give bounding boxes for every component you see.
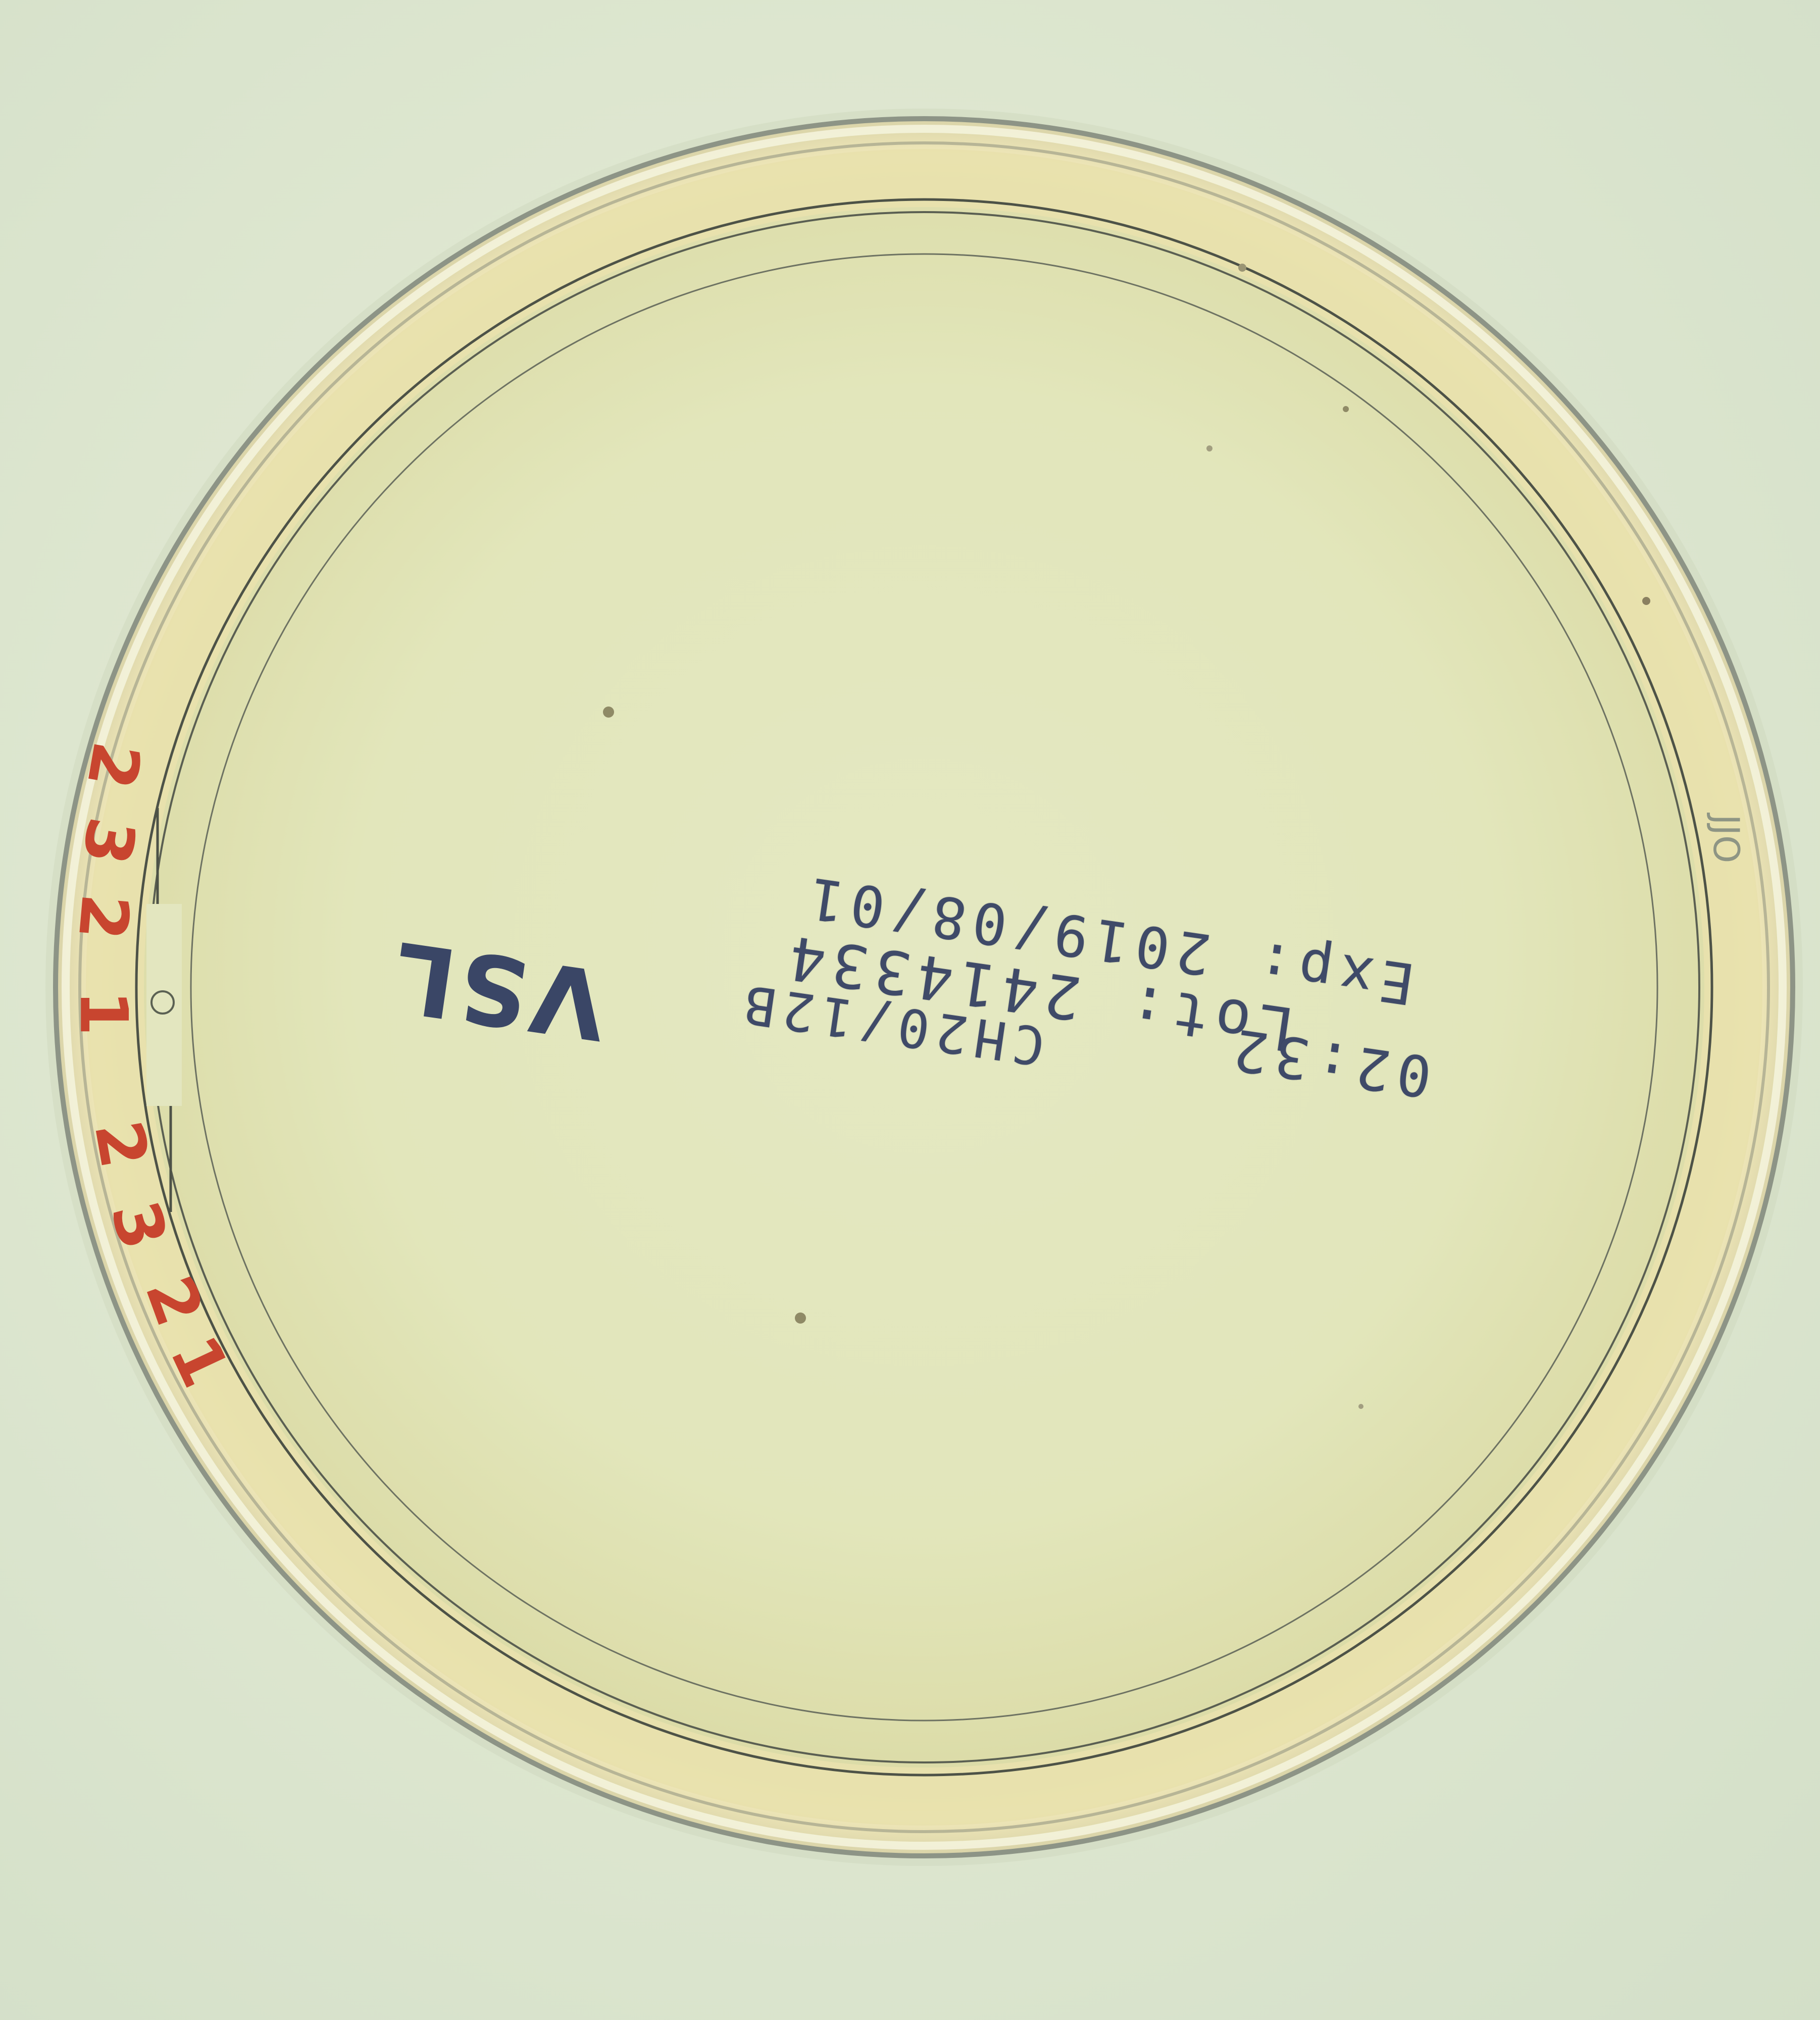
speck (1358, 1404, 1363, 1409)
rim-mark: 2 (63, 891, 144, 943)
rim-mark: 1 (65, 990, 142, 1036)
agar-surface (144, 207, 1704, 1768)
inner-ring-1 (135, 198, 1713, 1777)
inner-ring-3 (190, 253, 1658, 1722)
speck (1238, 264, 1246, 272)
dish-rim-highlight (62, 125, 1787, 1850)
rim-code: JJO (1705, 814, 1747, 864)
speck (1206, 445, 1212, 451)
speck (1642, 597, 1650, 605)
speck (795, 1312, 806, 1324)
dish-rim-inner-edge (78, 141, 1770, 1833)
notch-dot (150, 990, 175, 1015)
speck (1343, 406, 1349, 412)
speck (603, 706, 614, 718)
